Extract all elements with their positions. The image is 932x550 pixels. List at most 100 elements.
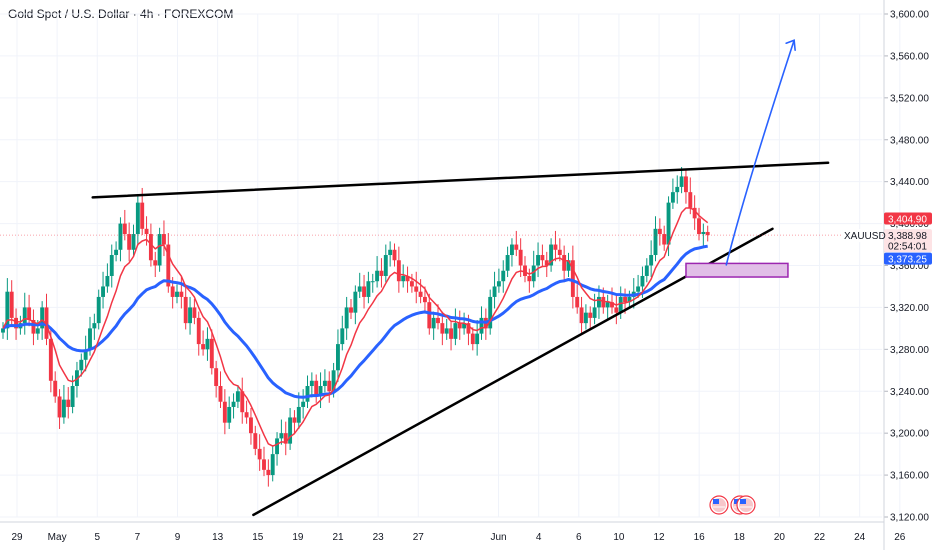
- price-axis-label: 3,400.00: [890, 219, 929, 230]
- time-axis-label: 9: [175, 532, 181, 543]
- price-axis-label: 3,600.00: [890, 10, 929, 21]
- ema-slow-badge-bg: [884, 252, 932, 265]
- price-axis-label: 3,440.00: [890, 177, 929, 188]
- candle-body: [536, 255, 540, 266]
- candle-body: [96, 296, 101, 324]
- candle-body: [475, 333, 480, 345]
- candle-body: [427, 302, 432, 329]
- time-axis-label: 16: [694, 532, 706, 543]
- time-axis-label: 19: [292, 532, 304, 543]
- time-axis-label: 20: [774, 532, 786, 543]
- candle-body: [48, 338, 53, 381]
- candle-body: [249, 417, 253, 434]
- last-price-badge-bg: [884, 229, 932, 253]
- candle-body: [27, 307, 32, 320]
- candle-body: [109, 255, 114, 276]
- time-axis-label: 7: [135, 532, 141, 543]
- candle-body: [557, 249, 562, 256]
- candle-body: [505, 255, 510, 271]
- us-flag-icon[interactable]: [709, 495, 729, 515]
- candle-body: [366, 281, 371, 297]
- symbol-tag-bg: [842, 229, 882, 243]
- candle-body: [275, 438, 279, 455]
- candle-body: [627, 296, 632, 303]
- candle-body: [701, 231, 706, 235]
- candle-body: [227, 406, 232, 423]
- candle-body: [657, 228, 662, 235]
- symbol-tag: XAUUSD: [842, 229, 886, 243]
- candle-body: [614, 307, 619, 313]
- candle-body: [514, 244, 519, 250]
- time-axis-label: 21: [332, 532, 344, 543]
- candle-body: [253, 433, 258, 449]
- time-axis-label: 23: [373, 532, 385, 543]
- candle-body: [5, 291, 10, 329]
- candle-body: [684, 176, 688, 193]
- candle-body: [79, 359, 84, 371]
- candle-body: [636, 286, 641, 292]
- candle-body: [510, 244, 514, 256]
- candle-body: [283, 433, 288, 444]
- candle-body: [575, 296, 580, 308]
- price-axis-label: 3,480.00: [890, 135, 929, 146]
- candle-body: [301, 401, 306, 407]
- candle-body: [83, 349, 88, 360]
- candle-body: [527, 275, 532, 282]
- candle-body: [327, 380, 332, 392]
- candle-body: [414, 286, 419, 292]
- candle-body: [653, 228, 658, 256]
- candle-body: [353, 291, 358, 313]
- ema-slow-badge: 3,373.25: [884, 252, 932, 266]
- time-axis-label: 6: [576, 532, 582, 543]
- drawings[interactable]: [0, 39, 884, 517]
- candle-body: [418, 291, 423, 297]
- candle-body: [218, 386, 223, 402]
- candle-body: [331, 370, 336, 392]
- last-price-badge-text: 3,388.98: [888, 231, 927, 242]
- price-axis-label: 3,160.00: [890, 471, 929, 482]
- demand-zone: [685, 262, 789, 278]
- price-axis-label: 3,280.00: [890, 345, 929, 356]
- candle-body: [375, 270, 380, 282]
- candle-body: [288, 417, 293, 444]
- candle-body: [336, 344, 340, 371]
- candle-body: [153, 260, 158, 266]
- candle-body: [296, 406, 301, 423]
- candle-body: [235, 391, 240, 402]
- candle-body: [692, 207, 697, 219]
- economic-events[interactable]: [709, 495, 756, 515]
- time-axis-label: 27: [413, 532, 425, 543]
- candle-body: [340, 328, 345, 345]
- candle-body: [292, 417, 297, 423]
- candle-body: [205, 338, 210, 350]
- candle-body: [470, 333, 475, 345]
- resistance-trendline: [91, 161, 830, 199]
- candle-body: [131, 234, 136, 250]
- candle-body: [440, 323, 445, 334]
- flag-canton: [713, 499, 719, 504]
- candle-body: [309, 380, 314, 387]
- price-axis-label: 3,200.00: [890, 429, 929, 440]
- candle-body: [362, 286, 366, 297]
- candle-body: [431, 317, 436, 329]
- candle-body: [697, 218, 701, 235]
- candle-body: [449, 328, 453, 339]
- candle-body: [240, 391, 245, 413]
- candle-body: [1, 328, 5, 333]
- candle-body: [31, 319, 36, 334]
- candle-body: [705, 231, 710, 236]
- candle-body: [127, 234, 132, 250]
- us-flag-icon[interactable]: [736, 495, 756, 515]
- time-axis-label: 26: [894, 532, 906, 543]
- candle-body: [66, 399, 71, 407]
- candle-body: [183, 296, 188, 324]
- price-axis-label: 3,240.00: [890, 387, 929, 398]
- time-axis-label: 12: [653, 532, 665, 543]
- candle-body: [162, 234, 166, 245]
- time-axis-label: May: [48, 532, 67, 543]
- candle-body: [231, 401, 236, 407]
- candle-body: [9, 291, 14, 318]
- candle-body: [488, 296, 493, 329]
